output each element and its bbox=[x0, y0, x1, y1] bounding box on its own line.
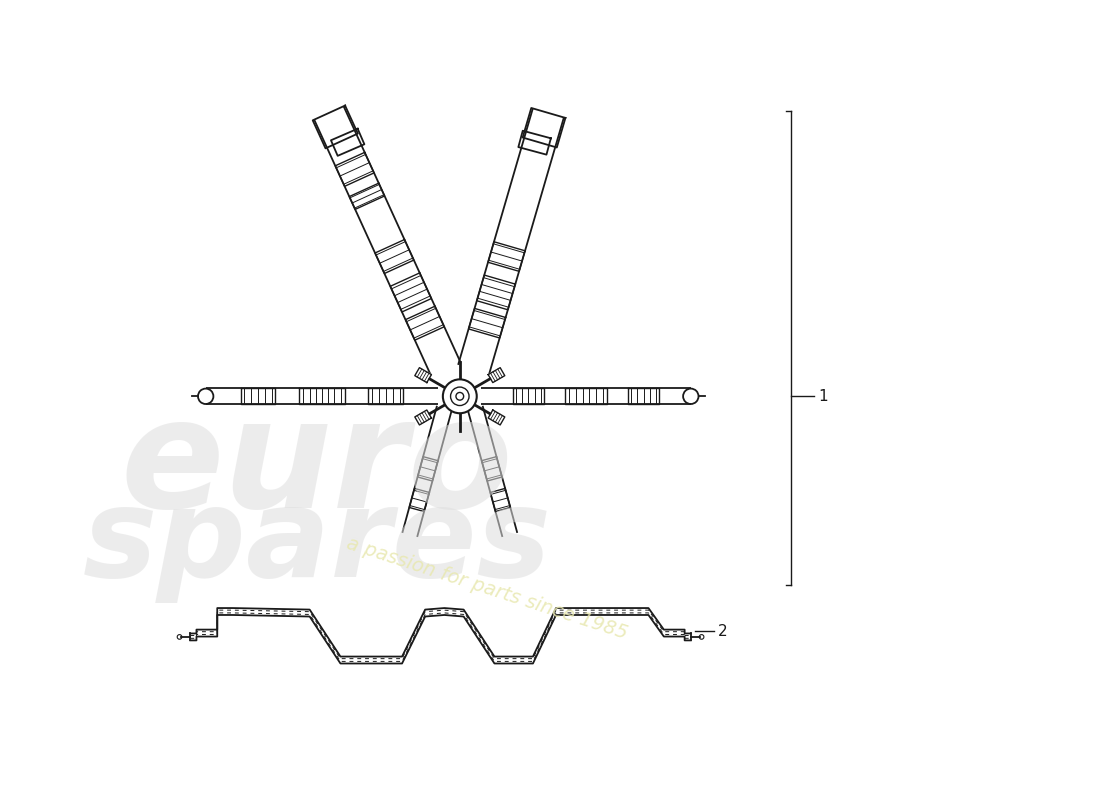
Polygon shape bbox=[415, 368, 431, 382]
Polygon shape bbox=[415, 410, 431, 425]
Text: 1: 1 bbox=[818, 389, 827, 404]
Circle shape bbox=[443, 379, 476, 414]
Polygon shape bbox=[488, 368, 505, 382]
Text: euro: euro bbox=[121, 391, 514, 540]
Polygon shape bbox=[488, 410, 505, 425]
Text: spares: spares bbox=[82, 482, 552, 603]
Circle shape bbox=[177, 634, 182, 639]
Circle shape bbox=[700, 634, 704, 639]
Text: 2: 2 bbox=[717, 624, 727, 638]
Text: a passion for parts since 1985: a passion for parts since 1985 bbox=[344, 534, 629, 643]
